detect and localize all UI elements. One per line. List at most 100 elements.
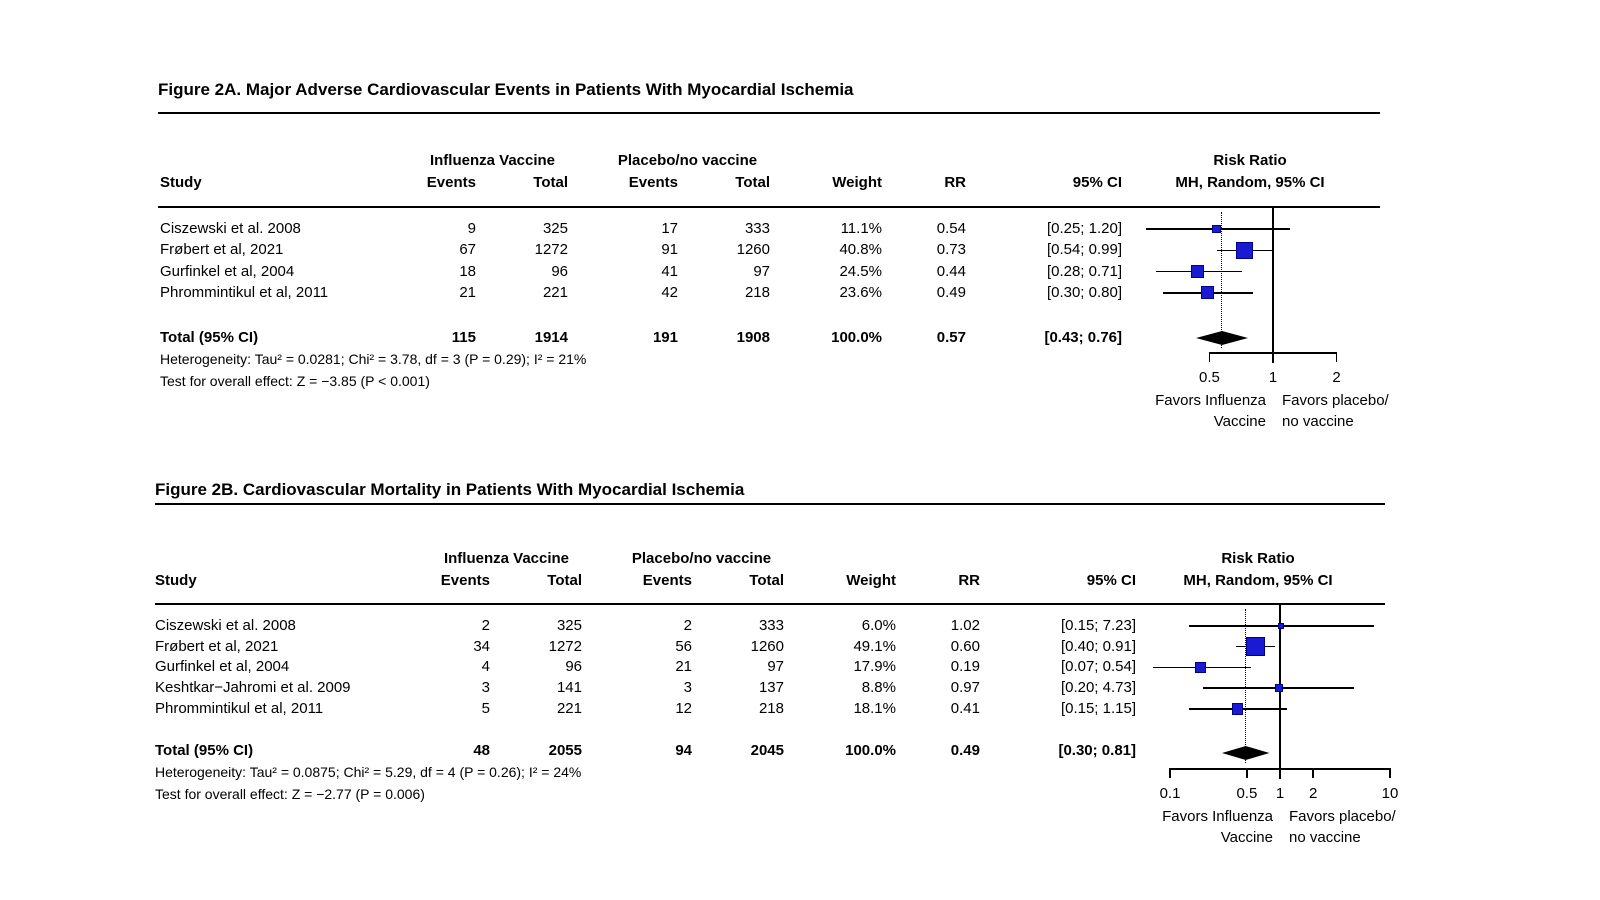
value-cell: 96 [551, 262, 568, 280]
value-cell: 5 [481, 699, 490, 717]
value-cell: 23.6% [839, 283, 882, 301]
header-rule [158, 206, 1380, 208]
axis-tick [1246, 768, 1248, 778]
plot-header-risk-ratio: Risk Ratio [1213, 152, 1287, 169]
value-cell: 141 [556, 679, 582, 697]
value-cell: 17 [661, 220, 678, 237]
column-header-total: Total [735, 174, 770, 191]
study-cell: Gurfinkel et al, 2004 [155, 658, 290, 676]
column-group-placebo: Placebo/no vaccine [617, 152, 758, 169]
favors-left-label: Favors Influenza [1162, 808, 1273, 825]
value-cell: 18 [459, 262, 476, 280]
effect-square-marker [1274, 684, 1283, 693]
effect-square-marker [1277, 622, 1285, 630]
effect-square-marker [1231, 703, 1244, 715]
value-cell: [0.40; 0.91] [1060, 637, 1136, 655]
value-cell: 221 [556, 699, 582, 717]
overall-effect-note: Test for overall effect: Z = −2.77 (P = … [155, 786, 425, 802]
value-cell: 91 [661, 241, 678, 259]
total-value-cell: 191 [652, 329, 678, 346]
value-cell: 0.44 [936, 262, 966, 280]
pooled-diamond-marker [1195, 331, 1248, 345]
study-cell: Ciszewski et al. 2008 [160, 220, 301, 237]
value-cell: 97 [753, 262, 770, 280]
value-cell: [0.54; 0.99] [1046, 241, 1122, 259]
column-header-rr: RR [958, 572, 980, 589]
column-header-weight: Weight [846, 572, 896, 589]
reference-line [1272, 206, 1274, 363]
column-header-total: Total [533, 174, 568, 191]
axis-tick [1312, 768, 1314, 778]
plot-header-risk-ratio: Risk Ratio [1221, 550, 1295, 567]
axis-tick [1335, 352, 1338, 362]
value-cell: 1260 [736, 241, 770, 259]
value-cell: 42 [661, 283, 678, 301]
column-header-events: Events [642, 572, 692, 589]
total-value-cell: 115 [451, 329, 476, 346]
column-group-placebo: Placebo/no vaccine [631, 550, 772, 567]
value-cell: 17.9% [853, 658, 896, 676]
column-header-study: Study [155, 572, 197, 589]
total-value-cell: [0.43; 0.76] [1044, 329, 1122, 346]
pooled-diamond-marker [1222, 746, 1270, 760]
value-cell: 56 [675, 637, 692, 655]
value-cell: [0.25; 1.20] [1046, 220, 1122, 237]
value-cell: 218 [744, 283, 770, 301]
total-value-cell: 2055 [548, 742, 582, 759]
figure-title: Figure 2B. Cardiovascular Mortality in P… [155, 480, 745, 499]
axis-tick-label: 2 [1308, 785, 1318, 802]
effect-square-marker [1212, 224, 1222, 234]
effect-square-marker [1246, 637, 1266, 657]
study-cell: Frøbert et al, 2021 [160, 241, 284, 259]
value-cell: 325 [542, 220, 568, 237]
column-header-ci: 95% CI [1072, 174, 1122, 191]
favors-left-label: Vaccine [1220, 829, 1273, 846]
header-rule [155, 603, 1385, 605]
study-cell: Phrommintikul et al, 2011 [155, 699, 324, 717]
plot-header-model: MH, Random, 95% CI [1175, 174, 1325, 191]
axis-tick-label: 0.5 [1199, 369, 1220, 386]
value-cell: 34 [473, 637, 490, 655]
value-cell: 8.8% [861, 679, 896, 697]
value-cell: 97 [767, 658, 784, 676]
favors-left-label: Favors Influenza [1155, 392, 1266, 409]
column-header-weight: Weight [832, 174, 882, 191]
axis-tick [1208, 352, 1211, 362]
figure-title: Figure 2A. Major Adverse Cardiovascular … [158, 80, 854, 99]
effect-square-marker [1235, 241, 1253, 259]
value-cell: 49.1% [853, 637, 896, 655]
value-cell: 11.1% [840, 220, 882, 237]
axis-tick [1169, 768, 1171, 778]
column-group-influenza-vaccine: Influenza Vaccine [443, 550, 570, 567]
total-value-cell: 1908 [736, 329, 770, 346]
value-cell: 3 [481, 679, 490, 697]
total-value-cell: 0.49 [950, 742, 980, 759]
column-header-events: Events [440, 572, 490, 589]
value-cell: 40.8% [839, 241, 882, 259]
column-header-total: Total [749, 572, 784, 589]
value-cell: 67 [459, 241, 476, 259]
column-header-study: Study [160, 174, 202, 191]
value-cell: 0.60 [950, 637, 980, 655]
value-cell: 218 [758, 699, 784, 717]
plot-header-model: MH, Random, 95% CI [1183, 572, 1333, 589]
heterogeneity-note: Heterogeneity: Tau² = 0.0875; Chi² = 5.2… [155, 764, 582, 780]
axis-tick [1272, 352, 1274, 362]
value-cell: 137 [758, 679, 784, 697]
axis-tick-label: 0.1 [1159, 785, 1181, 802]
value-cell: 325 [556, 617, 582, 634]
value-cell: 2 [481, 617, 490, 634]
column-header-events: Events [426, 174, 476, 191]
study-cell: Ciszewski et al. 2008 [155, 617, 296, 634]
axis-tick-label: 10 [1381, 785, 1399, 802]
value-cell: 221 [542, 283, 568, 301]
heterogeneity-note: Heterogeneity: Tau² = 0.0281; Chi² = 3.7… [160, 351, 587, 367]
value-cell: [0.15; 1.15] [1060, 699, 1136, 717]
value-cell: 9 [467, 220, 476, 237]
value-cell: 6.0% [861, 617, 896, 634]
column-group-influenza-vaccine: Influenza Vaccine [429, 152, 556, 169]
study-cell: Frøbert et al, 2021 [155, 637, 279, 655]
effect-square-marker [1194, 661, 1207, 674]
total-value-cell: 0.57 [936, 329, 966, 346]
total-value-cell: 1914 [534, 329, 568, 346]
